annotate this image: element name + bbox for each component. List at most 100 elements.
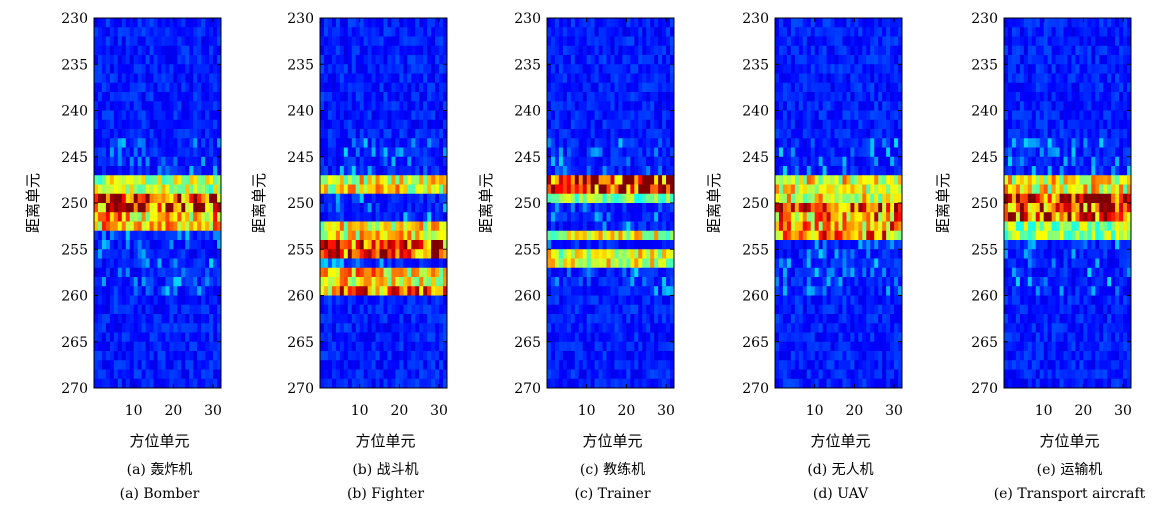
heatmap-cell <box>121 18 127 28</box>
heatmap-cell <box>582 73 587 84</box>
heatmap-cell <box>399 27 404 37</box>
heatmap-cell <box>189 193 194 204</box>
heatmap-cell <box>427 82 432 93</box>
heatmap-cell <box>105 378 111 389</box>
heatmap-cell <box>157 92 162 102</box>
heatmap-cell <box>634 360 639 370</box>
heatmap-cell <box>618 119 623 130</box>
heatmap-cell <box>646 175 651 185</box>
heatmap-cell <box>814 249 819 259</box>
heatmap-cell <box>798 18 804 28</box>
heatmap-cell <box>189 378 194 389</box>
heatmap-cell <box>97 267 103 278</box>
heatmap-cell <box>399 129 404 139</box>
heatmap-cell <box>117 369 123 380</box>
heatmap-cell <box>594 36 599 47</box>
heatmap-cell <box>622 351 627 361</box>
heatmap-cell <box>850 101 855 111</box>
heatmap-cell <box>379 27 384 37</box>
heatmap-cell <box>650 64 655 74</box>
heatmap-cell <box>193 304 198 315</box>
heatmap-cell <box>782 82 788 93</box>
heatmap-cell <box>646 351 651 361</box>
heatmap-cell <box>826 64 831 74</box>
heatmap-cell <box>826 221 831 232</box>
heatmap-cell <box>133 341 138 352</box>
heatmap-cell <box>882 277 887 287</box>
heatmap-cell <box>359 119 364 130</box>
heatmap-cell <box>343 55 349 65</box>
heatmap-cell <box>790 258 796 269</box>
heatmap-cell <box>145 27 150 37</box>
heatmap-cell <box>339 138 345 148</box>
heatmap-cell <box>806 64 812 74</box>
heatmap-cell <box>794 221 800 232</box>
heatmap-cell <box>578 45 584 56</box>
heatmap-cell <box>582 82 587 93</box>
heatmap-cell <box>205 64 210 74</box>
heatmap-cell <box>351 156 357 167</box>
heatmap-cell <box>193 64 198 74</box>
heatmap-cell <box>347 175 353 185</box>
heatmap-cell <box>586 110 591 121</box>
heatmap-cell <box>898 27 903 37</box>
heatmap-cell <box>894 203 899 213</box>
heatmap-cell <box>574 101 580 111</box>
heatmap-cell <box>201 73 206 84</box>
heatmap-cell <box>431 73 436 84</box>
heatmap-cell <box>874 258 879 269</box>
heatmap-cell <box>890 203 895 213</box>
heatmap-cell <box>157 304 162 315</box>
heatmap-cell <box>399 147 404 158</box>
heatmap-cell <box>331 175 337 185</box>
heatmap-cell <box>201 378 206 389</box>
heatmap-cell <box>550 166 556 176</box>
heatmap-cell <box>810 304 815 315</box>
heatmap-cell <box>149 360 154 370</box>
heatmap-cell <box>670 360 675 370</box>
heatmap-cell <box>574 332 580 343</box>
heatmap-cell <box>866 119 871 130</box>
heatmap-cell <box>189 166 194 176</box>
heatmap-cell <box>431 360 436 370</box>
heatmap-cell <box>586 138 591 148</box>
heatmap-cell <box>854 277 859 287</box>
heatmap-cell <box>97 240 103 250</box>
heatmap-cell <box>383 203 388 213</box>
heatmap-cell <box>129 295 134 306</box>
heatmap-cell <box>121 147 127 158</box>
heatmap-cell <box>423 119 428 130</box>
heatmap-cell <box>117 147 123 158</box>
heatmap-cell <box>854 304 859 315</box>
heatmap-cell <box>782 27 788 37</box>
heatmap-cell <box>213 36 218 47</box>
heatmap-cell <box>363 221 368 232</box>
heatmap-cell <box>882 249 887 259</box>
heatmap-cell <box>375 369 380 380</box>
heatmap-cell <box>133 249 138 259</box>
heatmap-cell <box>113 267 119 278</box>
heatmap-cell <box>125 92 131 102</box>
heatmap-cell <box>185 378 190 389</box>
heatmap-cell <box>443 221 448 232</box>
heatmap-cell <box>558 230 564 241</box>
heatmap-cell <box>834 92 839 102</box>
heatmap-cell <box>562 203 568 213</box>
heatmap-cell <box>431 27 436 37</box>
heatmap-cell <box>137 92 142 102</box>
heatmap-cell <box>323 267 329 278</box>
heatmap-cell <box>109 156 115 167</box>
heatmap-cell <box>347 147 353 158</box>
heatmap-cell <box>121 73 127 84</box>
heatmap-cell <box>618 73 623 84</box>
heatmap-cell <box>826 101 831 111</box>
heatmap-cell <box>666 249 671 259</box>
heatmap-cell <box>638 351 643 361</box>
heatmap-cell <box>335 36 341 47</box>
heatmap-cell <box>181 166 186 176</box>
heatmap-cell <box>165 360 170 370</box>
heatmap-cell <box>149 184 154 195</box>
heatmap-cell <box>335 45 341 56</box>
heatmap-cell <box>435 119 440 130</box>
heatmap-cell <box>854 138 859 148</box>
